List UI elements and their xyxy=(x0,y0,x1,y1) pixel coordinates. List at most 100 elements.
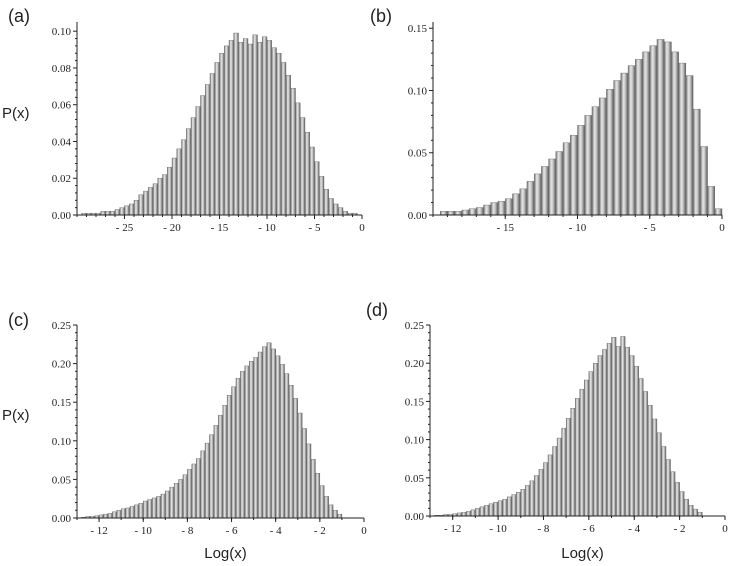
bar-c-27 xyxy=(200,450,206,519)
bar-a-16 xyxy=(157,178,163,216)
bar-a-45 xyxy=(295,102,301,216)
bar-b-16 xyxy=(555,151,564,216)
bar-a-42 xyxy=(281,62,287,216)
bar-b-12 xyxy=(526,181,535,216)
bar-b-5 xyxy=(476,207,484,216)
bar-b-0 xyxy=(440,211,448,216)
y-tick-label-d-0: 0.00 xyxy=(405,511,425,523)
bar-b-21 xyxy=(591,106,600,216)
bar-a-14 xyxy=(148,187,154,216)
bar-a-51 xyxy=(323,189,329,216)
bar-c-24 xyxy=(187,469,192,519)
bar-c-11 xyxy=(129,506,135,519)
bar-d-13 xyxy=(493,502,499,517)
bar-a-10 xyxy=(129,203,135,216)
bar-b-6 xyxy=(483,204,492,216)
x-tick-label-a-3: - 10 xyxy=(258,222,276,234)
bar-d-50 xyxy=(661,446,667,517)
bar-b-25 xyxy=(620,72,629,216)
bar-d-55 xyxy=(683,498,689,517)
bar-c-10 xyxy=(125,507,131,519)
y-tick-label-b-3: 0.15 xyxy=(408,23,428,35)
bar-d-10 xyxy=(479,506,485,517)
bar-d-30 xyxy=(570,408,576,517)
bar-c-29 xyxy=(209,434,215,519)
y-tick-label-c-3: 0.15 xyxy=(52,397,72,409)
bar-a-11 xyxy=(133,200,139,216)
x-tick-label-d-3: - 6 xyxy=(583,523,595,535)
bar-c-25 xyxy=(191,463,197,519)
bar-a-54 xyxy=(338,207,344,216)
bar-a-38 xyxy=(262,36,268,216)
x-tick-label-a-4: - 5 xyxy=(309,222,321,234)
x-tick-label-b-0: - 15 xyxy=(497,222,515,234)
bar-d-17 xyxy=(511,494,517,517)
x-tick-label-b-2: - 5 xyxy=(644,222,656,234)
bar-d-25 xyxy=(547,454,553,517)
bar-c-55 xyxy=(324,496,329,519)
bar-b-32 xyxy=(671,51,679,216)
bar-b-17 xyxy=(562,142,571,216)
bar-c-40 xyxy=(257,351,263,519)
bar-d-8 xyxy=(470,509,476,517)
bar-d-20 xyxy=(525,485,531,517)
x-tick-label-d-1: - 10 xyxy=(489,523,507,535)
bar-a-26 xyxy=(205,84,211,216)
y-tick-label-a-1: 0.02 xyxy=(52,173,71,185)
y-tick-label-a-4: 0.08 xyxy=(52,63,72,75)
bar-a-50 xyxy=(319,176,325,216)
bar-c-47 xyxy=(288,385,294,519)
y-tick-label-b-2: 0.10 xyxy=(408,85,428,97)
bar-b-8 xyxy=(497,201,506,216)
y-tick-label-b-0: 0.00 xyxy=(408,210,428,222)
bar-b-3 xyxy=(461,209,470,216)
bar-b-35 xyxy=(692,108,701,216)
bar-b-19 xyxy=(577,125,585,216)
bar-c-41 xyxy=(262,346,268,519)
x-tick-label-b-3: 0 xyxy=(719,222,725,234)
y-tick-label-a-3: 0.06 xyxy=(52,100,72,112)
x-tick-label-c-5: - 2 xyxy=(314,525,326,537)
bar-c-37 xyxy=(244,365,250,519)
bar-a-46 xyxy=(300,117,306,216)
bar-c-43 xyxy=(271,348,276,519)
bar-b-29 xyxy=(649,45,658,216)
bar-a-4 xyxy=(100,211,106,216)
bar-d-9 xyxy=(475,508,481,517)
panel-label-d: (d) xyxy=(366,300,388,320)
bar-d-39 xyxy=(611,337,617,517)
bar-b-28 xyxy=(642,51,650,216)
bar-d-45 xyxy=(638,378,644,517)
bar-d-22 xyxy=(534,475,540,517)
bar-c-52 xyxy=(310,459,316,519)
bar-a-49 xyxy=(314,161,320,216)
bar-c-15 xyxy=(147,499,153,519)
bar-c-54 xyxy=(319,485,325,519)
bar-d-16 xyxy=(506,496,512,517)
bar-c-42 xyxy=(266,342,272,519)
bar-c-51 xyxy=(306,443,312,519)
bar-c-33 xyxy=(226,395,232,519)
bar-c-20 xyxy=(169,486,175,519)
bar-a-27 xyxy=(209,73,215,216)
y-tick-label-c-1: 0.05 xyxy=(52,474,72,486)
x-tick-label-d-4: - 4 xyxy=(628,523,640,535)
bar-d-24 xyxy=(543,462,549,517)
panel-label-b: (b) xyxy=(370,6,392,26)
bar-d-27 xyxy=(556,437,562,517)
bar-d-54 xyxy=(679,491,685,517)
bar-b-31 xyxy=(664,41,672,216)
bar-d-29 xyxy=(565,418,571,517)
bar-c-26 xyxy=(196,458,201,519)
bar-d-43 xyxy=(629,355,635,517)
bar-c-53 xyxy=(315,473,321,519)
y-tick-label-d-3: 0.15 xyxy=(405,396,425,408)
bar-b-11 xyxy=(519,188,528,216)
bar-c-36 xyxy=(240,371,245,519)
bar-c-14 xyxy=(143,500,148,519)
y-tick-label-d-4: 0.20 xyxy=(405,358,425,370)
bar-d-49 xyxy=(656,432,662,517)
bar-a-47 xyxy=(304,132,310,216)
y-tick-label-c-2: 0.10 xyxy=(52,436,72,448)
bar-b-2 xyxy=(454,211,463,216)
